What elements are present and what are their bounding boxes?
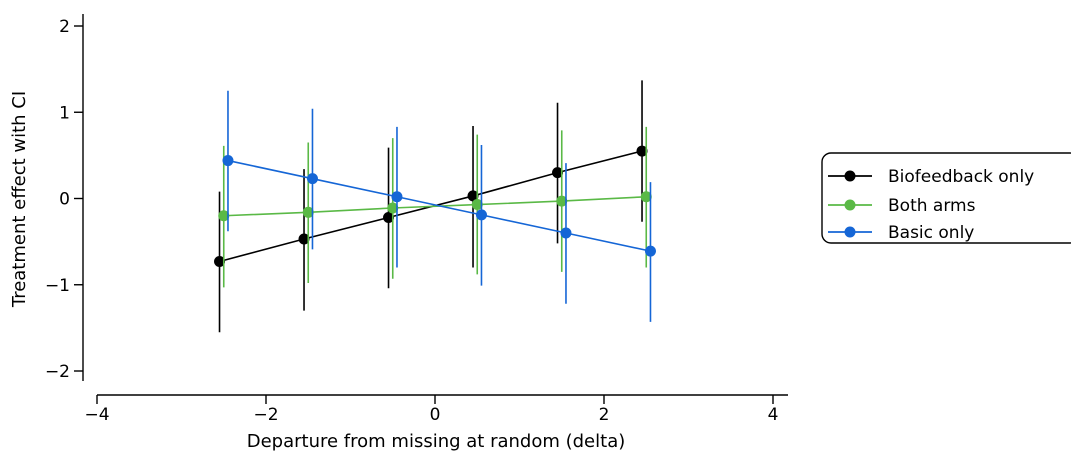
data-point	[552, 167, 564, 179]
data-point	[306, 173, 318, 185]
x-tick-label: 0	[430, 405, 441, 425]
x-axis-title: Departure from missing at random (delta)	[247, 431, 626, 452]
legend-box	[821, 152, 1071, 244]
y-tick-label: 0	[59, 190, 70, 210]
legend-swatch-marker	[844, 226, 856, 238]
data-point	[387, 202, 399, 214]
data-point	[391, 191, 403, 203]
data-point	[644, 245, 656, 257]
x-tick-label: 2	[599, 405, 610, 425]
data-point	[222, 155, 234, 167]
y-axis-title: Treatment effect with CI	[9, 91, 30, 308]
series-line	[227, 159, 651, 252]
data-point	[302, 206, 314, 218]
y-tick-label: −2	[45, 362, 70, 382]
x-tick-label: −4	[84, 405, 109, 425]
axes: Departure from missing at random (delta)…	[9, 14, 788, 452]
data-point	[214, 255, 226, 267]
data-point	[636, 145, 648, 157]
data-point	[556, 195, 568, 207]
legend-label: Basic only	[888, 223, 974, 243]
data-point	[640, 191, 652, 203]
y-tick-label: 2	[59, 17, 70, 37]
series-2	[222, 90, 656, 322]
data-point	[560, 227, 572, 239]
data-point	[383, 211, 395, 223]
series-1	[218, 126, 652, 288]
legend-label: Biofeedback only	[888, 167, 1034, 187]
y-tick-label: 1	[59, 103, 70, 123]
ticks: −4 −2 0 2 4 −2 −1 0 1 2	[45, 17, 778, 425]
y-tick-label: −1	[45, 276, 70, 296]
legend: Biofeedback only Both arms Basic only	[821, 152, 1071, 244]
data-point	[475, 209, 487, 221]
x-tick-label: 4	[768, 405, 779, 425]
legend-swatch-marker	[844, 170, 856, 182]
series-line	[223, 195, 647, 217]
legend-label: Both arms	[888, 196, 976, 216]
data-point	[218, 210, 230, 222]
series	[214, 80, 656, 333]
data-point	[471, 199, 483, 211]
data-point	[298, 233, 310, 245]
legend-swatch-marker	[844, 199, 856, 211]
data-point	[467, 190, 479, 202]
x-tick-label: −2	[253, 405, 278, 425]
